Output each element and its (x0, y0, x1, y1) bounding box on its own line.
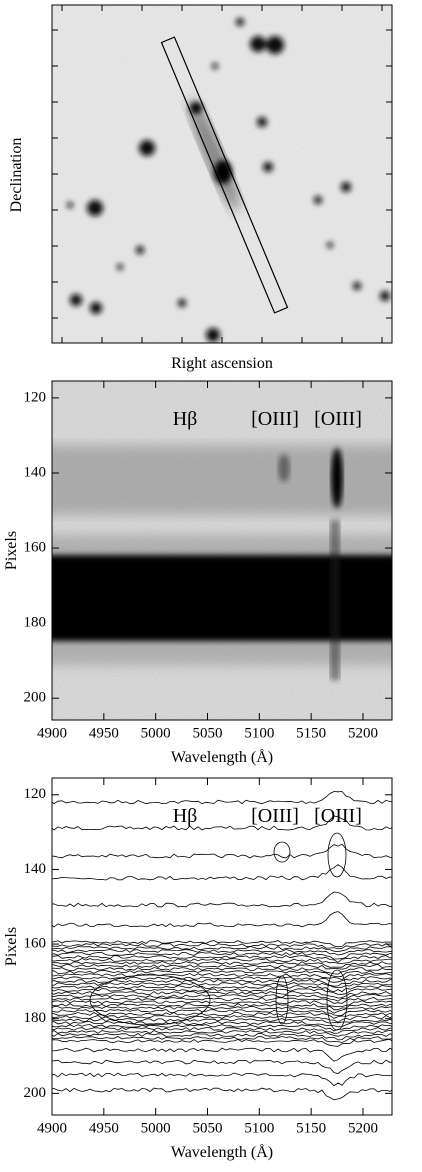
annotation: [OIII] (251, 805, 299, 827)
contour-line (52, 982, 392, 989)
contour-line (52, 1021, 392, 1028)
y-tick-label: 140 (24, 861, 47, 877)
contour-line (52, 946, 392, 953)
contour-line (52, 1036, 392, 1043)
x-tick-label: 5200 (348, 725, 378, 741)
annotation: [OIII] (251, 408, 299, 430)
x-tick-label: 4900 (37, 725, 67, 741)
contour-line (52, 911, 392, 928)
annotation: [OIII] (314, 805, 362, 827)
sky-image (52, 5, 392, 343)
contour-line (52, 994, 392, 1002)
y-tick-label: 200 (24, 690, 47, 706)
annotation: [OIII] (314, 408, 362, 430)
contour-line (275, 975, 289, 1025)
y-tick-label: 200 (24, 1085, 47, 1101)
y-axis-label: Pixels (3, 927, 20, 966)
x-tick-label: 5000 (141, 725, 171, 741)
contour-line (52, 973, 392, 981)
contour-line (52, 988, 392, 995)
contour-line (52, 1072, 392, 1087)
annotation: Hβ (173, 408, 198, 430)
contour-line (52, 1000, 392, 1007)
contour-line (52, 815, 392, 831)
contour-line (52, 1047, 392, 1062)
contour-line (52, 1039, 392, 1047)
x-tick-label: 4950 (89, 725, 119, 741)
contour-line (52, 1030, 392, 1037)
x-axis-label: Right ascension (171, 355, 273, 372)
contour-line (52, 1018, 392, 1024)
contour-line (52, 970, 392, 978)
x-tick-label: 5150 (296, 1120, 326, 1136)
contour-line (327, 832, 347, 878)
y-tick-label: 160 (24, 539, 47, 555)
y-tick-label: 180 (24, 1010, 47, 1026)
contour-line (52, 864, 392, 881)
x-tick-label: 5100 (244, 1120, 274, 1136)
x-axis-label: Wavelength (Å) (171, 748, 273, 766)
contour-line (52, 976, 392, 983)
sky-ticks (52, 5, 392, 343)
x-axis-label: Wavelength (Å) (171, 1143, 273, 1161)
spectrum-image (52, 381, 392, 720)
frame (51, 380, 393, 721)
frame (51, 777, 393, 1116)
contour-line (52, 1009, 392, 1016)
contour-line (52, 955, 392, 963)
contour-line (52, 997, 392, 1004)
x-tick-label: 5050 (192, 1120, 222, 1136)
contour-line (273, 841, 291, 863)
contour-line (52, 1059, 392, 1075)
contour-line (52, 964, 392, 970)
x-tick-label: 5100 (244, 725, 274, 741)
contour-line (52, 949, 392, 956)
contour-line (52, 1033, 392, 1041)
y-axis-label: Pixels (3, 531, 20, 570)
contour-line (52, 1015, 392, 1023)
contour-line (52, 961, 392, 968)
contour-line (52, 1006, 392, 1014)
contour-line (52, 991, 392, 999)
contour-line (52, 985, 392, 993)
contour-line (52, 891, 392, 908)
contour-line (52, 967, 392, 975)
y-tick-label: 160 (24, 936, 47, 952)
contour-line (52, 940, 392, 948)
contour-line (52, 943, 392, 950)
contour-line (52, 958, 392, 964)
contour-line (52, 1003, 392, 1011)
y-tick-label: 120 (24, 786, 47, 802)
contour-line (326, 969, 348, 1031)
contour-line (52, 791, 392, 805)
contour-line (52, 843, 392, 859)
annotation: Hβ (173, 805, 198, 827)
x-tick-label: 5000 (141, 1120, 171, 1136)
y-tick-label: 120 (24, 389, 47, 405)
contour-line (52, 1012, 392, 1019)
y-tick-label: 180 (24, 615, 47, 631)
y-tick-label: 140 (24, 464, 47, 480)
y-axis-label: Declination (8, 138, 25, 213)
x-tick-label: 5050 (192, 725, 222, 741)
contour-line (52, 952, 392, 960)
contour-line (89, 974, 211, 1026)
x-tick-label: 4950 (89, 1120, 119, 1136)
x-tick-label: 4900 (37, 1120, 67, 1136)
contour-line (52, 1027, 392, 1034)
x-tick-label: 5150 (296, 725, 326, 741)
contour-plot (52, 778, 392, 1115)
contour-line (52, 1087, 392, 1101)
x-tick-label: 5200 (348, 1120, 378, 1136)
